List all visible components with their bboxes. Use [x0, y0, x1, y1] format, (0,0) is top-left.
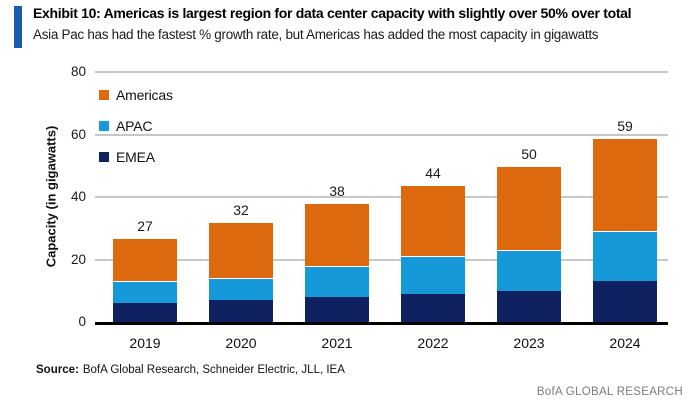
legend-label-apac: APAC — [116, 117, 153, 134]
exhibit-subtitle: Asia Pac has had the fastest % growth ra… — [33, 27, 599, 42]
bar-group-2024: 59 2024 — [593, 118, 657, 351]
bar-segment-emea-2021 — [305, 297, 369, 322]
legend-swatch-emea — [99, 151, 109, 162]
bar-segment-americas-2021 — [305, 203, 369, 266]
gridline-80 — [95, 71, 668, 73]
title-accent-bar — [14, 6, 22, 48]
bar-total-label-2022: 44 — [425, 164, 441, 181]
bar-segment-apac-2024 — [593, 231, 657, 282]
y-tick-label-40: 40 — [70, 189, 86, 204]
bar-total-label-2020: 32 — [233, 202, 249, 218]
y-tick-label-80: 80 — [70, 64, 86, 79]
source-label: Source: — [36, 364, 79, 376]
bar-segment-emea-2022 — [401, 293, 465, 322]
bar-group-2022: 44 2022 — [401, 165, 465, 351]
bar-segment-americas-2024 — [593, 137, 657, 232]
legend-item-emea: EMEA — [99, 148, 173, 165]
y-tick-label-20: 20 — [70, 251, 86, 267]
bar-total-label-2021: 38 — [329, 183, 345, 200]
bar-segment-apac-2023 — [497, 250, 561, 291]
legend-item-americas: Americas — [99, 86, 173, 103]
bar-segment-americas-2020 — [209, 222, 273, 279]
x-axis-label-2021: 2021 — [321, 335, 353, 351]
bar-segment-apac-2022 — [401, 256, 465, 294]
bar-total-label-2023: 50 — [521, 145, 537, 162]
gridline-20 — [95, 258, 668, 261]
source-note: Source: BofA Global Research, Schneider E… — [36, 364, 345, 376]
legend-swatch-americas — [99, 89, 109, 100]
bar-segment-emea-2024 — [593, 281, 657, 322]
source-text: BofA Global Research, Schneider Electric… — [82, 364, 345, 376]
bar-total-label-2024: 59 — [617, 117, 633, 134]
bar-total-label-2019: 27 — [137, 217, 153, 234]
gridline-60 — [95, 133, 668, 136]
legend-item-apac: APAC — [99, 117, 173, 134]
bar-segment-apac-2021 — [305, 265, 369, 297]
legend: Americas APAC EMEA — [99, 87, 173, 180]
brand-watermark: BofA GLOBAL RESEARCH — [536, 386, 683, 398]
x-axis-label-2019: 2019 — [129, 335, 161, 351]
exhibit-title: Exhibit 10: Americas is largest region f… — [33, 5, 632, 21]
bar-group-2021: 38 2021 — [305, 183, 369, 351]
x-axis-label-2024: 2024 — [609, 335, 641, 351]
x-axis-label-2023: 2023 — [513, 335, 545, 351]
bar-group-2020: 32 2020 — [209, 202, 273, 351]
bar-segment-americas-2023 — [497, 165, 561, 251]
bar-segment-emea-2020 — [209, 300, 273, 322]
bar-segment-emea-2023 — [497, 290, 561, 322]
y-tick-label-0: 0 — [78, 314, 86, 329]
bar-segment-americas-2019 — [113, 237, 177, 282]
bar-group-2023: 50 2023 — [497, 146, 561, 351]
x-axis-label-2020: 2020 — [225, 335, 257, 351]
bar-segment-apac-2019 — [113, 281, 177, 304]
plot-area: 27 2019 32 2020 38 2021 44 2022 50 2023 59 2024 Ame… — [95, 71, 668, 351]
legend-swatch-apac — [99, 120, 109, 131]
bar-segment-americas-2022 — [401, 184, 465, 257]
legend-label-americas: Americas — [116, 86, 173, 103]
y-tick-label-60: 60 — [70, 126, 86, 142]
legend-label-emea: EMEA — [116, 148, 155, 165]
bar-group-2019: 27 2019 — [113, 218, 177, 351]
x-axis-label-2022: 2022 — [417, 335, 449, 351]
bar-segment-emea-2019 — [113, 303, 177, 322]
bar-segment-apac-2020 — [209, 278, 273, 301]
gridline-40 — [95, 196, 668, 198]
